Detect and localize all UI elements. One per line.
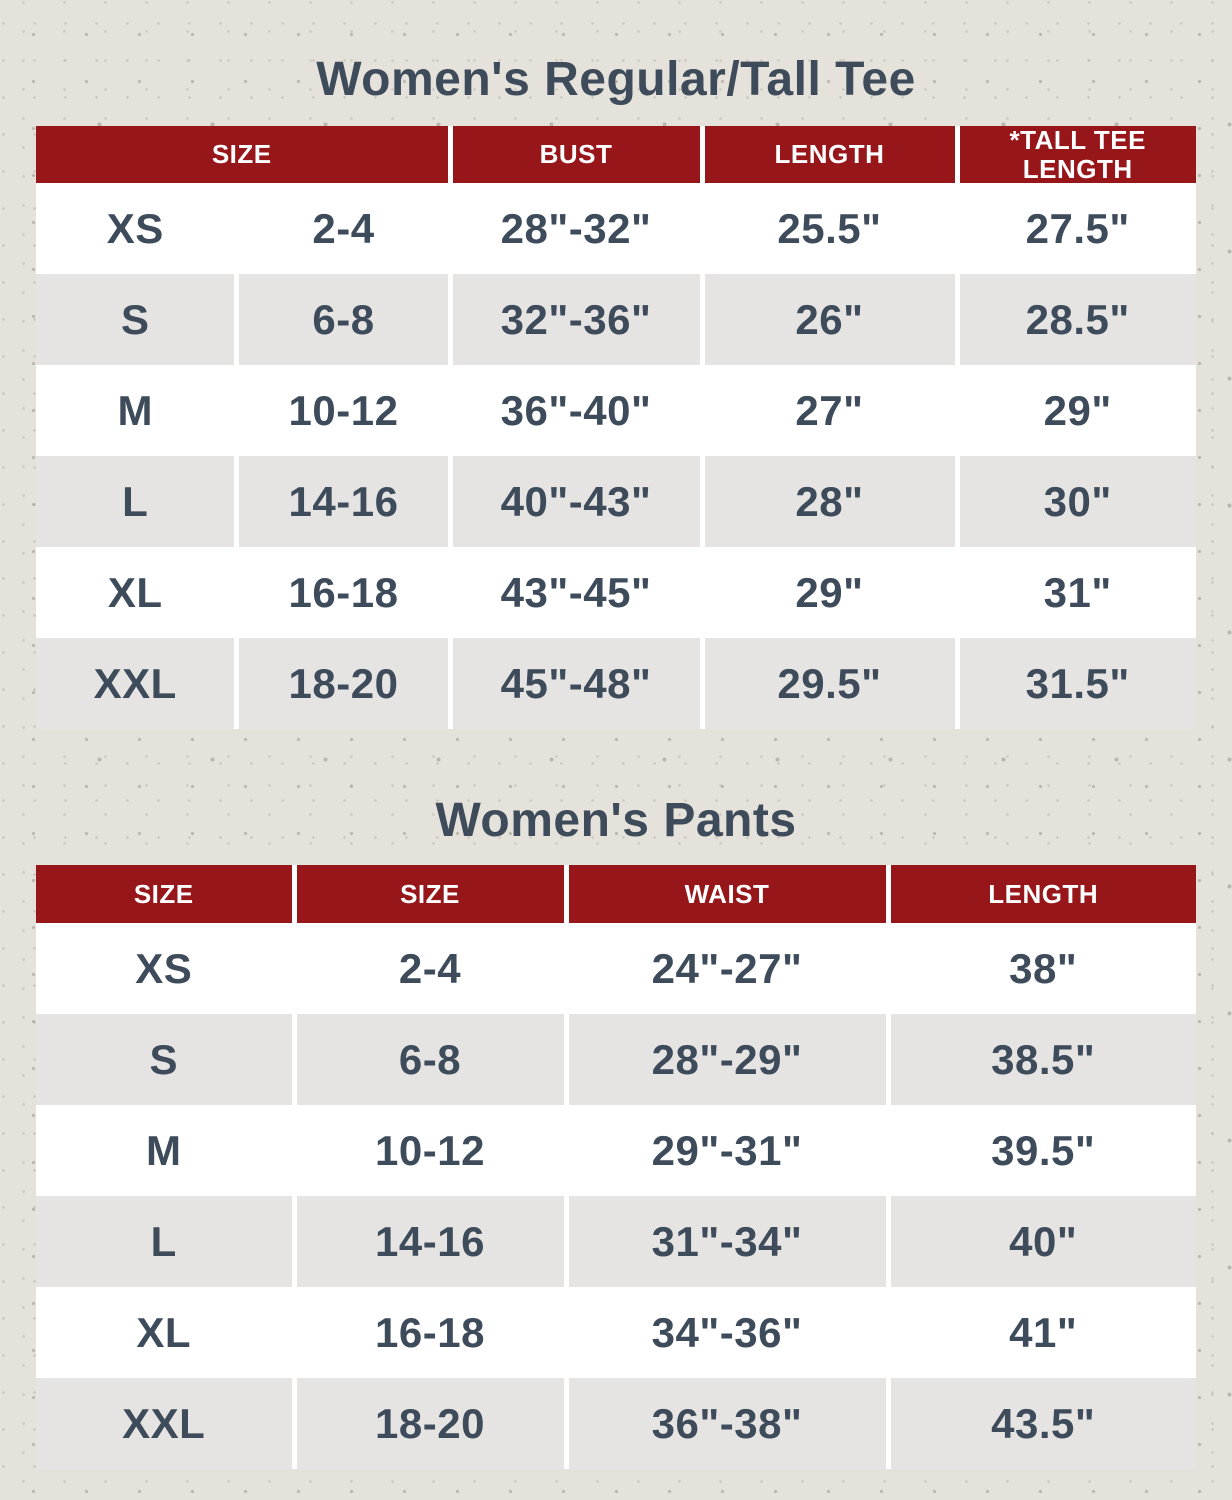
cell-bust: 28"-32"	[447, 183, 702, 275]
tee-header-bust: BUST	[447, 126, 702, 184]
table-row: M 10-12 36"-40" 27" 29"	[35, 365, 1196, 457]
tee-header-tall-tee-length: *TALL TEE LENGTH	[954, 126, 1196, 184]
cell-size-letter: XS	[106, 204, 164, 252]
cell-length: 39.5"	[885, 1105, 1196, 1197]
cell-size-number: 16-18	[291, 1287, 566, 1379]
cell-size-number: 16-18	[234, 547, 450, 639]
table-row: S 6-8 32"-36" 26" 28.5"	[35, 274, 1196, 366]
table-row: XXL 18-20 45"-48" 29.5" 31.5"	[35, 638, 1196, 730]
cell-size-number: 6-8	[291, 1014, 566, 1106]
cell-bust: 40"-43"	[447, 456, 702, 548]
cell-length: 25.5"	[699, 183, 957, 275]
tee-table-body: XS 2-4 28"-32" 25.5" 27.5" S 6-8 32"-36"…	[35, 183, 1196, 730]
cell-length: 43.5"	[885, 1378, 1196, 1470]
table-row: M 10-12 29"-31" 39.5"	[36, 1105, 1196, 1197]
cell-size-letter: XS	[135, 944, 193, 992]
cell-length: 38.5"	[885, 1014, 1196, 1106]
cell-tall-tee-length: 30"	[954, 456, 1196, 548]
cell-length: 27"	[699, 365, 957, 457]
cell-waist: 29"-31"	[563, 1105, 888, 1197]
tee-size-table: SIZE BUST LENGTH *TALL TEE LENGTH XS 2-4…	[35, 126, 1196, 730]
cell-tall-tee-length: 29"	[954, 365, 1196, 457]
cell-bust: 43"-45"	[447, 547, 702, 639]
cell-tall-tee-length: 27.5"	[954, 183, 1196, 275]
cell-waist: 28"-29"	[563, 1014, 888, 1106]
table-row: XS 2-4 24"-27" 38"	[36, 923, 1196, 1015]
table-row: XXL 18-20 36"-38" 43.5"	[36, 1378, 1196, 1470]
cell-size-letter: XL	[136, 1308, 192, 1356]
table-row: XL 16-18 34"-36" 41"	[36, 1287, 1196, 1379]
table-row: XS 2-4 28"-32" 25.5" 27.5"	[35, 183, 1196, 275]
cell-size-number: 14-16	[291, 1196, 566, 1288]
cell-waist: 34"-36"	[563, 1287, 888, 1379]
cell-size-letter: M	[117, 386, 153, 434]
table-row: XL 16-18 43"-45" 29" 31"	[35, 547, 1196, 639]
cell-length: 28"	[699, 456, 957, 548]
tee-header-size: SIZE	[35, 126, 450, 184]
tee-table-header: SIZE BUST LENGTH *TALL TEE LENGTH	[35, 126, 1196, 184]
cell-size-number: 2-4	[291, 923, 566, 1015]
cell-tall-tee-length: 31.5"	[954, 638, 1196, 730]
cell-size-number: 14-16	[234, 456, 450, 548]
cell-size-letter: XXL	[122, 1399, 206, 1447]
cell-size-letter: XXL	[93, 659, 177, 707]
pants-chart-title: Women's Pants	[435, 794, 797, 848]
cell-waist: 31"-34"	[563, 1196, 888, 1288]
pants-size-chart: Women's Pants SIZE SIZE WAIST LENGTH XS …	[0, 729, 1232, 1470]
tee-header-row: SIZE BUST LENGTH *TALL TEE LENGTH	[35, 126, 1196, 184]
cell-tall-tee-length: 31"	[954, 547, 1196, 639]
cell-size-letter: S	[120, 295, 150, 343]
cell-size-letter: L	[150, 1217, 177, 1265]
cell-bust: 45"-48"	[447, 638, 702, 730]
tee-chart-title: Women's Regular/Tall Tee	[316, 53, 916, 106]
pants-header-waist: WAIST	[563, 865, 888, 924]
pants-table-header: SIZE SIZE WAIST LENGTH	[36, 865, 1196, 924]
cell-size-letter: XL	[107, 568, 163, 616]
cell-size-number: 2-4	[234, 183, 450, 275]
cell-size-letter: S	[149, 1035, 178, 1083]
cell-size-number: 6-8	[234, 274, 450, 366]
cell-size-number: 10-12	[234, 365, 450, 457]
pants-header-size-letter: SIZE	[36, 865, 294, 924]
pants-header-size-number: SIZE	[291, 865, 566, 924]
cell-length: 26"	[699, 274, 957, 366]
pants-header-length: LENGTH	[885, 865, 1196, 924]
cell-length: 40"	[885, 1196, 1196, 1288]
pants-size-table: SIZE SIZE WAIST LENGTH XS 2-4 24"-27" 38…	[36, 865, 1196, 1470]
cell-length: 38"	[885, 923, 1196, 1015]
cell-length: 29.5"	[699, 638, 957, 730]
cell-tall-tee-length: 28.5"	[954, 274, 1196, 366]
pants-header-row: SIZE SIZE WAIST LENGTH	[36, 865, 1196, 924]
cell-length: 41"	[885, 1287, 1196, 1379]
cell-bust: 32"-36"	[447, 274, 702, 366]
cell-bust: 36"-40"	[447, 365, 702, 457]
tee-header-length: LENGTH	[699, 126, 957, 184]
cell-waist: 36"-38"	[563, 1378, 888, 1470]
pants-table-body: XS 2-4 24"-27" 38" S 6-8 28"-29" 38.5" M…	[36, 923, 1196, 1470]
cell-waist: 24"-27"	[563, 923, 888, 1015]
cell-size-number: 18-20	[291, 1378, 566, 1470]
table-row: L 14-16 31"-34" 40"	[36, 1196, 1196, 1288]
table-row: L 14-16 40"-43" 28" 30"	[35, 456, 1196, 548]
cell-length: 29"	[699, 547, 957, 639]
cell-size-number: 18-20	[234, 638, 450, 730]
cell-size-letter: M	[146, 1126, 182, 1174]
tee-size-chart: Women's Regular/Tall Tee SIZE BUST LENGT…	[0, 0, 1232, 730]
cell-size-number: 10-12	[291, 1105, 566, 1197]
table-row: S 6-8 28"-29" 38.5"	[36, 1014, 1196, 1106]
cell-size-letter: L	[122, 477, 149, 525]
